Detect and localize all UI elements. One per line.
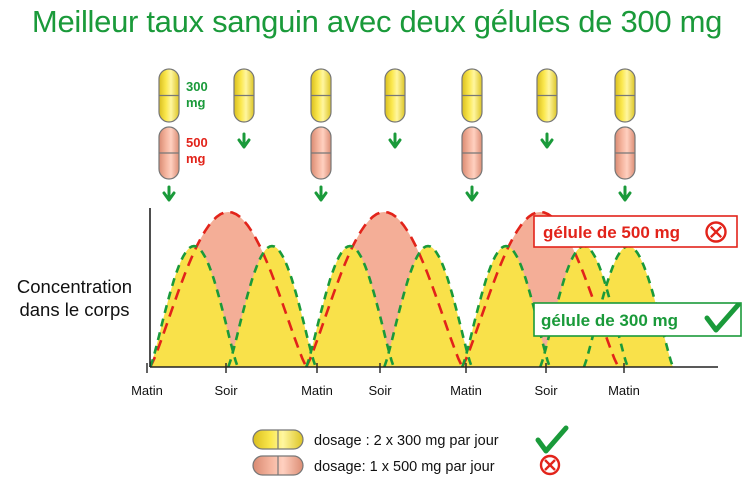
capsule-500mg-0 bbox=[158, 126, 180, 180]
capsule-500mg-3 bbox=[614, 126, 636, 180]
capsule-500mg-1 bbox=[310, 126, 332, 180]
capsule-300mg-4 bbox=[461, 68, 483, 123]
y-axis-label-line-2: dans le corps bbox=[19, 299, 130, 320]
line-300mg-1 bbox=[227, 244, 317, 368]
legend-item-500: dosage: 1 x 500 mg par jour bbox=[314, 459, 495, 475]
dose-500-label-line-1: 500 bbox=[186, 135, 208, 150]
y-axis-label-line-1: Concentration bbox=[16, 276, 133, 297]
capsule-300mg-3 bbox=[384, 68, 406, 123]
arrow-down-icon-morning-2 bbox=[465, 185, 479, 202]
cross-circle-icon bbox=[705, 221, 727, 243]
area-300mg-2 bbox=[306, 246, 394, 367]
legend-item-300: dosage : 2 x 300 mg par jour bbox=[314, 433, 499, 449]
capsule-300mg-1 bbox=[233, 68, 255, 123]
tick-label-1: Soir bbox=[214, 383, 238, 398]
capsule-300mg-0 bbox=[158, 68, 180, 123]
annotation-500mg-label: gélule de 500 mg bbox=[543, 223, 680, 242]
tick-label-0: Matin bbox=[131, 383, 163, 398]
dose-markers bbox=[158, 68, 636, 202]
tick-label-4: Matin bbox=[450, 383, 482, 398]
curve-areas bbox=[150, 212, 673, 367]
legend-capsule-salmon bbox=[252, 455, 304, 476]
area-300mg-4 bbox=[462, 246, 550, 367]
checkmark-icon bbox=[704, 302, 741, 333]
dose-300-label-line-2: mg bbox=[186, 95, 206, 110]
line-300mg-3 bbox=[383, 244, 473, 368]
capsule-500mg-2 bbox=[461, 126, 483, 180]
arrow-down-icon-morning-0 bbox=[162, 185, 176, 202]
x-axis-ticks: Matin Soir Matin Soir Matin Soir Matin bbox=[131, 363, 640, 398]
tick-label-2: Matin bbox=[301, 383, 333, 398]
checkmark-icon bbox=[535, 425, 569, 454]
tick-label-5: Soir bbox=[534, 383, 558, 398]
line-500mg-0 bbox=[149, 210, 308, 368]
capsule-300mg-5 bbox=[536, 68, 558, 123]
area-300mg-1 bbox=[228, 246, 316, 367]
dose-500-label-line-2: mg bbox=[186, 151, 206, 166]
annotation-300mg: gélule de 300 mg bbox=[533, 302, 742, 337]
tick-label-3: Soir bbox=[368, 383, 392, 398]
arrow-down-icon-evening-0 bbox=[237, 132, 251, 149]
line-300mg-2 bbox=[305, 244, 395, 368]
line-500mg-2 bbox=[461, 210, 620, 368]
area-300mg-0 bbox=[150, 246, 238, 367]
chart-title: Meilleur taux sanguin avec deux gélules … bbox=[31, 4, 723, 39]
line-300mg-4 bbox=[461, 244, 551, 368]
arrow-down-icon-morning-1 bbox=[314, 185, 328, 202]
arrow-down-icon-evening-2 bbox=[540, 132, 554, 149]
line-500mg-1 bbox=[305, 210, 464, 368]
annotation-500mg: gélule de 500 mg bbox=[533, 215, 738, 248]
y-axis-label: Concentration dans le corps bbox=[2, 275, 147, 321]
cross-circle-icon bbox=[539, 454, 561, 476]
line-300mg-0 bbox=[149, 244, 239, 368]
arrow-down-icon-morning-3 bbox=[618, 185, 632, 202]
arrow-down-icon-evening-1 bbox=[388, 132, 402, 149]
legend: dosage : 2 x 300 mg par jour dosage: 1 x… bbox=[252, 425, 569, 476]
dose-300-label-line-1: 300 bbox=[186, 79, 208, 94]
area-300mg-3 bbox=[384, 246, 472, 367]
capsule-300mg-2 bbox=[310, 68, 332, 123]
legend-capsule-yellow bbox=[252, 429, 304, 450]
annotation-300mg-label: gélule de 300 mg bbox=[541, 311, 678, 330]
tick-label-6: Matin bbox=[608, 383, 640, 398]
capsule-300mg-6 bbox=[614, 68, 636, 123]
